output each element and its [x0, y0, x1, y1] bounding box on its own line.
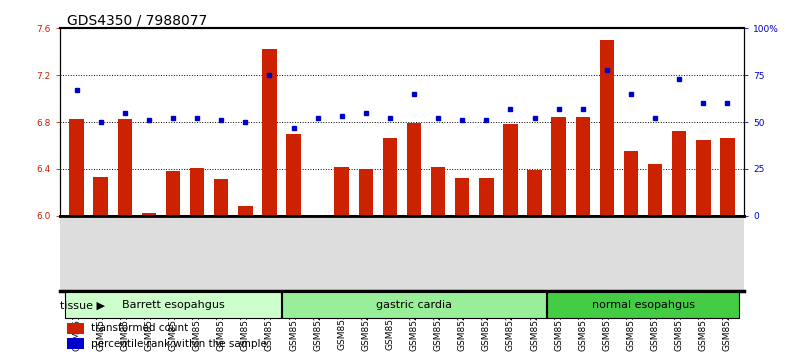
- Bar: [624, 152, 638, 216]
- Bar: [552, 118, 566, 216]
- Bar: [407, 123, 421, 216]
- Text: Barrett esopahgus: Barrett esopahgus: [122, 300, 224, 310]
- Text: GDS4350 / 7988077: GDS4350 / 7988077: [67, 13, 207, 27]
- Bar: [527, 170, 542, 216]
- Text: percentile rank within the sample: percentile rank within the sample: [91, 339, 267, 349]
- FancyBboxPatch shape: [282, 292, 546, 318]
- Bar: [672, 131, 686, 216]
- Bar: [576, 118, 590, 216]
- FancyBboxPatch shape: [64, 292, 281, 318]
- Bar: [67, 338, 84, 349]
- Bar: [190, 168, 205, 216]
- Bar: [262, 50, 277, 216]
- FancyBboxPatch shape: [547, 292, 739, 318]
- Bar: [334, 167, 349, 216]
- Bar: [118, 119, 132, 216]
- Bar: [648, 164, 662, 216]
- Bar: [238, 206, 252, 216]
- Bar: [599, 40, 614, 216]
- Bar: [67, 323, 84, 333]
- Bar: [93, 177, 108, 216]
- Bar: [383, 138, 397, 216]
- Text: tissue ▶: tissue ▶: [60, 300, 105, 310]
- Bar: [69, 119, 84, 216]
- Bar: [310, 215, 325, 216]
- Bar: [696, 139, 711, 216]
- Bar: [431, 167, 446, 216]
- Bar: [503, 124, 517, 216]
- Bar: [720, 138, 735, 216]
- Bar: [142, 213, 156, 216]
- Text: gastric cardia: gastric cardia: [376, 300, 452, 310]
- Text: normal esopahgus: normal esopahgus: [591, 300, 695, 310]
- Bar: [166, 171, 180, 216]
- Bar: [358, 169, 373, 216]
- Bar: [214, 179, 228, 216]
- Bar: [287, 134, 301, 216]
- Bar: [455, 178, 470, 216]
- Bar: [479, 178, 494, 216]
- Text: transformed count: transformed count: [91, 323, 188, 333]
